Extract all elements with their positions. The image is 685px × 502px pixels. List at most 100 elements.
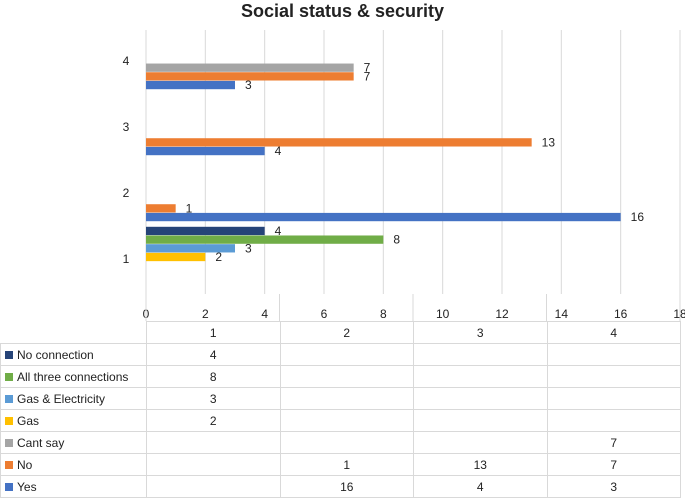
x-tick-label: 18 [673,307,685,321]
bar-gas [146,252,206,262]
table-cell [279,409,414,432]
x-tick-label: 16 [614,307,628,321]
legend-entry: Yes [0,475,147,498]
legend-entry: All three connections [0,365,147,388]
legend-key [5,439,13,448]
table-cell [279,431,414,454]
table-cell: 7 [546,431,681,454]
x-tick-label: 6 [321,307,328,321]
x-tick-label: 10 [436,307,450,321]
data-label: 8 [393,233,400,247]
table-row: Gas & Electricity 3 [0,387,681,410]
table-cell [546,343,681,366]
table-cell [413,431,548,454]
x-tick-label: 4 [261,307,268,321]
legend-key [5,417,13,426]
table-cell [279,365,414,388]
bar-yes [146,80,235,90]
data-label: 4 [275,144,282,158]
data-label: 16 [631,210,645,224]
table-corner [0,321,147,344]
data-label: 13 [542,135,556,149]
table-row: Gas 2 [0,409,681,432]
legend-label: Cant say [17,435,65,450]
table-cell: 2 [146,409,281,432]
category-label: 4 [123,54,130,68]
data-label: 7 [364,69,371,83]
table-header-cell: 2 [279,321,414,344]
table-cell: 3 [546,475,681,498]
category-label: 3 [123,120,130,134]
legend-entry: No connection [0,343,147,366]
table-cell [546,409,681,432]
bar-chart: 02468101214161814832211631344773 [123,30,685,321]
table-cell: 13 [413,453,548,476]
legend-label: No connection [17,347,94,362]
bar-yes [146,146,265,156]
table-cell: 3 [146,387,281,410]
table-row: All three connections 8 [0,365,681,388]
bar-no [146,204,176,213]
x-tick-label: 2 [202,307,209,321]
table-cell: 7 [546,453,681,476]
table-cell [146,453,281,476]
bar-no [146,72,354,81]
bar-all-three-connections [146,235,384,244]
bar-yes [146,212,621,222]
table-cell [413,343,548,366]
table-header-cell: 1 [146,321,281,344]
chart-title: Social status & security [240,1,445,21]
table-row: No connection 4 [0,343,681,366]
data-label: 2 [215,250,222,264]
category-label: 1 [123,252,130,266]
bar-no-connection [146,226,265,236]
legend-label: Gas & Electricity [17,391,106,406]
legend-label: Yes [17,479,37,494]
table-header-cell: 4 [546,321,681,344]
table-cell: 8 [146,365,281,388]
legend-key [5,461,13,470]
x-tick-label: 14 [555,307,569,321]
bar-gas-electricity [146,244,235,253]
table-header-cell: 3 [413,321,548,344]
table-cell [413,387,548,410]
x-tick-label: 8 [380,307,387,321]
legend-label: No [17,457,33,472]
table-cell [546,387,681,410]
legend-entry: Cant say [0,431,147,454]
legend-entry: No [0,453,147,476]
table-cell [413,409,548,432]
legend-label: Gas [17,413,40,428]
data-label: 7 [364,61,371,75]
legend-key [5,373,13,382]
table-row: No 1 13 7 [0,453,681,476]
category-label: 2 [123,186,130,200]
data-label: 3 [245,78,252,92]
legend-label: All three connections [17,369,129,384]
table-row: Cant say 7 [0,431,681,454]
table-row: Yes 16 4 3 [0,475,681,498]
data-label: 3 [245,241,252,255]
x-tick-label: 12 [495,307,509,321]
table-cell: 1 [279,453,414,476]
legend-key [5,395,13,404]
table-cell: 4 [146,343,281,366]
table-cell [279,387,414,410]
bar-no [146,138,532,147]
data-table: 1 2 3 4 No connection 4 All three connections 8… [0,321,681,498]
legend-entry: Gas [0,409,147,432]
data-label: 4 [275,224,282,238]
data-label: 1 [186,201,193,215]
table-cell [279,343,414,366]
legend-key [5,351,13,360]
bar-cant-say [146,63,354,72]
legend-key [5,483,13,492]
table-cell [546,365,681,388]
table-cell [413,365,548,388]
legend-entry: Gas & Electricity [0,387,147,410]
table-cell: 16 [279,475,414,498]
table-cell [146,431,281,454]
table-cell [146,475,281,498]
table-cell: 4 [413,475,548,498]
